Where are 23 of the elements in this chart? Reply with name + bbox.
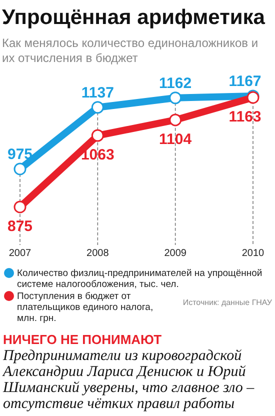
point <box>91 101 104 114</box>
legend-label: Поступления в бюджет от плательщиков единого налога, млн. грн. <box>17 291 154 324</box>
chart-title: Упрощённая арифметика <box>2 6 266 29</box>
data-label: 1137 <box>81 84 114 102</box>
point <box>91 129 104 142</box>
point <box>14 162 26 176</box>
legend-label: Количество физлиц-предпринимателей на упрощённой системе налогообложения, тыс. чел. <box>17 268 262 290</box>
x-tick-label: 2008 <box>86 248 110 259</box>
x-tick-label: 2009 <box>164 248 187 259</box>
chart-subtitle: Как менялось количество единоналожников и их отчисления в бюджет <box>2 36 258 65</box>
text: Предприниматели из кировоградской Александрии Лариса Денисюк и Юрий Шиманский уверены, что главное зло – отсутствие чётких правил работы <box>2 348 255 412</box>
text: НИЧЕГО НЕ ПОНИМАЮТ <box>3 332 162 347</box>
data-label: 875 <box>7 218 33 235</box>
point <box>14 200 26 214</box>
x-tick-label: 2010 <box>242 248 265 259</box>
data-label: 1162 <box>159 74 192 92</box>
x-tick-label: 2007 <box>8 248 32 259</box>
data-label: 1167 <box>228 73 262 90</box>
point <box>169 92 182 104</box>
data-label: 1163 <box>228 108 262 126</box>
data-label: 1104 <box>159 130 192 148</box>
text: Источник: данные ГНАУ <box>182 298 273 307</box>
point <box>169 114 182 126</box>
